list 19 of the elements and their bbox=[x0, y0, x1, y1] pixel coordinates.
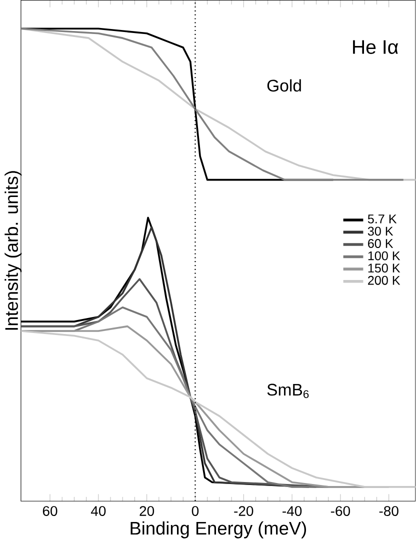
legend-label: 30 K bbox=[368, 226, 394, 236]
legend-label: 60 K bbox=[368, 239, 394, 248]
x-tick-label: 60 bbox=[43, 506, 58, 516]
y-axis-title: Intensity (arb. units) bbox=[4, 171, 22, 330]
legend-label: 100 K bbox=[368, 251, 400, 260]
x-tick-label: 20 bbox=[140, 506, 154, 516]
annotation: SmB$_{6}$ bbox=[267, 384, 309, 398]
legend-label: 200 K bbox=[368, 276, 400, 285]
annotation: He Iα bbox=[353, 40, 398, 54]
x-tick-label: -40 bbox=[282, 506, 302, 516]
legend-label: 5.7 K bbox=[368, 214, 397, 224]
x-tick-label: 40 bbox=[91, 506, 106, 516]
x-tick-label: -80 bbox=[379, 506, 399, 516]
x-tick-label: -60 bbox=[331, 506, 350, 516]
annotation: Gold bbox=[268, 79, 302, 92]
x-tick-label: 0 bbox=[192, 506, 199, 516]
x-axis-title: Binding Energy (meV) bbox=[130, 521, 306, 538]
legend-label: 150 K bbox=[368, 264, 400, 273]
x-tick-label: -20 bbox=[234, 506, 254, 516]
